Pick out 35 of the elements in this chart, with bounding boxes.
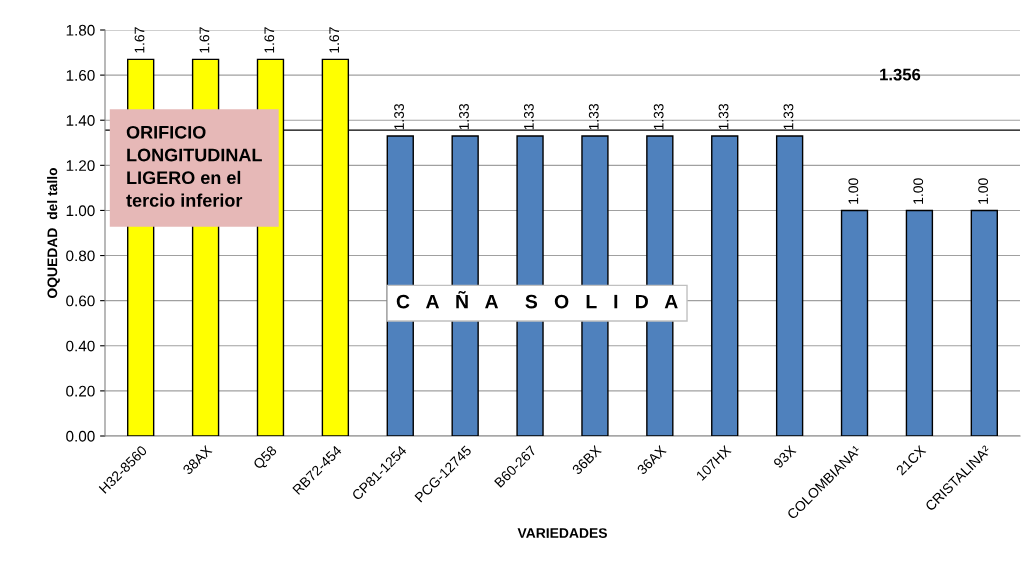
data-label: 1.67 (264, 27, 275, 53)
y-tick-label: 1.40 (66, 115, 95, 126)
bar (711, 135, 739, 436)
annotation: C A Ñ A S O L I D A (396, 290, 678, 309)
y-tick-label: 1.60 (66, 69, 95, 81)
data-label: 1.00 (848, 178, 859, 204)
data-label: 1.33 (459, 103, 469, 130)
data-label: 1.67 (199, 27, 210, 53)
data-label: 1.33 (523, 103, 534, 130)
annotation: ORIFICIO LONGITUDINAL LIGERO en el tercio inferior (126, 125, 262, 207)
bar (970, 209, 998, 436)
y-tick-label: 0.40 (66, 340, 95, 352)
data-label: 1.33 (394, 103, 404, 130)
bar (905, 209, 934, 436)
y-tick-label: 1.00 (66, 205, 95, 217)
bar (840, 209, 869, 436)
data-label: 1.33 (718, 103, 729, 130)
data-label: 1.00 (978, 178, 989, 204)
y-axis-title: OQUEDAD del tallo (47, 167, 60, 299)
data-label: 1.33 (653, 103, 664, 130)
data-label: 1.33 (588, 103, 599, 130)
data-label: 1.67 (134, 27, 145, 53)
x-tick-label: Q58 (252, 445, 280, 472)
bar (775, 135, 804, 436)
y-tick-label: 1.20 (66, 160, 95, 172)
y-tick-label: 1.80 (66, 24, 95, 36)
x-axis-title: VARIEDADES (517, 528, 607, 538)
ref-line-label: 1.356 (880, 68, 921, 81)
y-tick-label: 0.80 (66, 250, 95, 262)
y-tick-label: 0.00 (66, 430, 95, 442)
data-label: 1.67 (329, 27, 340, 53)
data-label: 1.33 (783, 103, 794, 130)
y-tick-label: 0.60 (66, 295, 95, 307)
data-label: 1.00 (913, 178, 924, 204)
y-tick-label: 0.20 (66, 385, 95, 397)
